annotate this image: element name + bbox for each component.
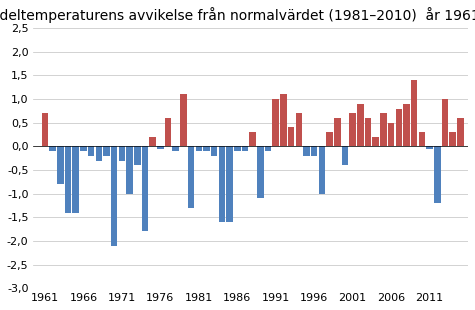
Bar <box>365 118 371 146</box>
Bar <box>218 146 225 222</box>
Bar <box>265 146 271 151</box>
Bar <box>88 146 95 156</box>
Bar <box>226 146 233 222</box>
Bar <box>57 146 64 184</box>
Bar <box>234 146 240 151</box>
Bar <box>334 118 341 146</box>
Bar <box>280 95 287 146</box>
Bar <box>303 146 310 156</box>
Bar <box>80 146 87 151</box>
Bar <box>150 137 156 146</box>
Bar <box>357 104 364 146</box>
Bar <box>342 146 348 165</box>
Bar <box>126 146 133 194</box>
Bar <box>65 146 71 213</box>
Title: Medeltemperaturens avvikelse från normalvärdet (1981–2010)  år 1961–2015: Medeltemperaturens avvikelse från normal… <box>0 7 475 23</box>
Bar <box>188 146 194 208</box>
Bar <box>372 137 379 146</box>
Bar <box>196 146 202 151</box>
Bar <box>73 146 79 213</box>
Bar <box>49 146 56 151</box>
Bar <box>172 146 179 151</box>
Bar <box>242 146 248 151</box>
Bar <box>288 127 294 146</box>
Bar <box>134 146 141 165</box>
Bar <box>211 146 218 156</box>
Bar <box>203 146 210 151</box>
Bar <box>434 146 440 203</box>
Bar <box>411 80 418 146</box>
Bar <box>326 132 333 146</box>
Bar <box>257 146 264 198</box>
Bar <box>457 118 464 146</box>
Bar <box>311 146 317 156</box>
Bar <box>449 132 456 146</box>
Bar <box>418 132 425 146</box>
Bar <box>350 113 356 146</box>
Bar <box>157 146 163 149</box>
Bar <box>180 95 187 146</box>
Bar <box>427 146 433 149</box>
Bar <box>319 146 325 194</box>
Bar <box>442 99 448 146</box>
Bar <box>42 113 48 146</box>
Bar <box>249 132 256 146</box>
Bar <box>165 118 171 146</box>
Bar <box>396 108 402 146</box>
Bar <box>380 113 387 146</box>
Bar <box>273 99 279 146</box>
Bar <box>119 146 125 161</box>
Bar <box>142 146 148 232</box>
Bar <box>111 146 117 246</box>
Bar <box>95 146 102 161</box>
Bar <box>403 104 410 146</box>
Bar <box>388 123 394 146</box>
Bar <box>295 113 302 146</box>
Bar <box>103 146 110 156</box>
